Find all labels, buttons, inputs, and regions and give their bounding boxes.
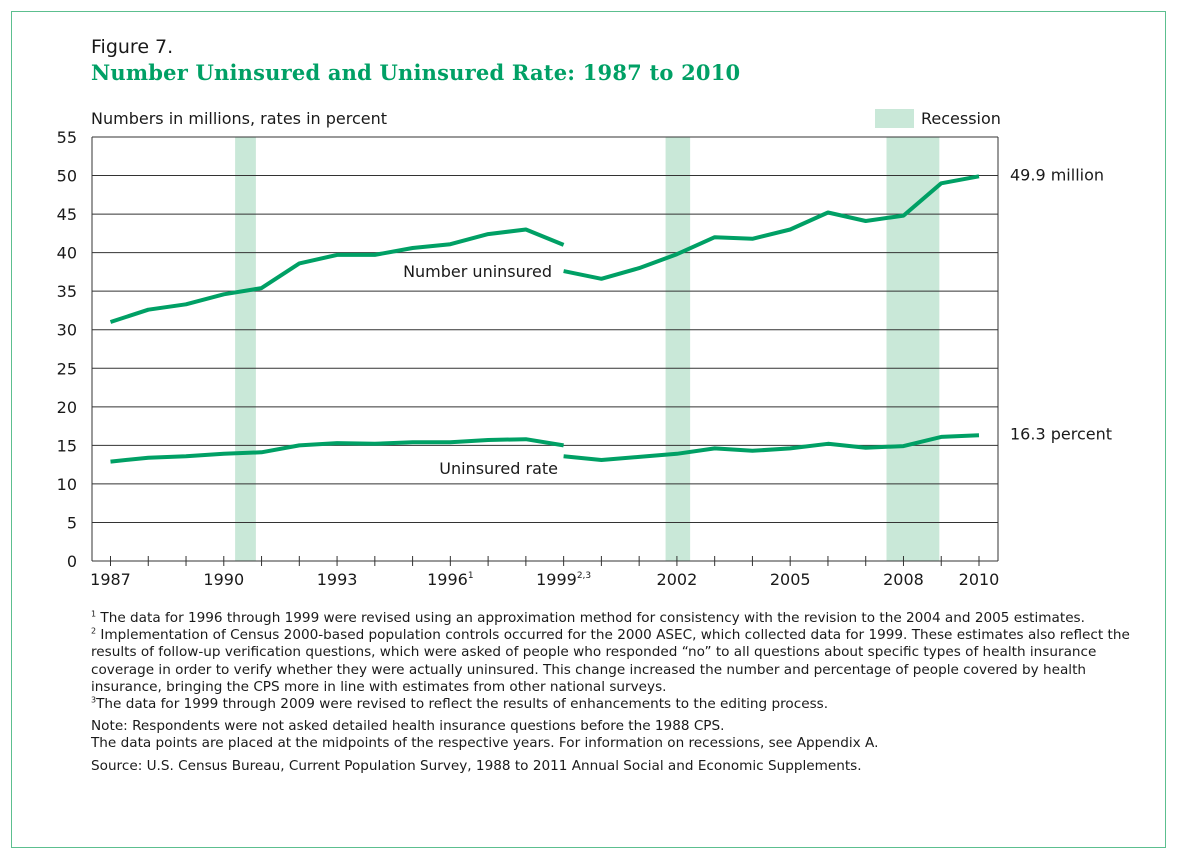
uninsured-rate-end-label: 16.3 percent <box>1010 424 1112 443</box>
footnotes: 1 The data for 1996 through 1999 were re… <box>91 610 1131 775</box>
y-tick-label: 40 <box>57 244 77 263</box>
recession-band-2 <box>665 137 691 561</box>
legend: Recession <box>875 109 1001 128</box>
number-uninsured-line-segment-2 <box>563 174 980 281</box>
footnote-3: 3The data for 1999 through 2009 were rev… <box>91 696 1131 713</box>
number-uninsured-label: Number uninsured <box>403 262 552 281</box>
legend-label: Recession <box>921 109 1001 128</box>
uninsured-rate-line-segment-2 <box>563 433 980 462</box>
y-tick-label: 15 <box>57 436 77 455</box>
y-tick-label: 30 <box>57 321 77 340</box>
y-tick-label: 20 <box>57 398 77 417</box>
x-tick-label: 19992,3 <box>536 570 591 589</box>
footnote-3-text: The data for 1999 through 2009 were revi… <box>96 696 829 713</box>
y-tick-label: 55 <box>57 128 77 147</box>
recession-band-1 <box>235 137 256 561</box>
footnote-2-mark: 2 <box>91 626 97 636</box>
recession-swatch <box>875 109 914 128</box>
footnote-1-mark: 1 <box>91 609 97 619</box>
x-tick-label: 1993 <box>317 570 358 589</box>
y-tick-label: 25 <box>57 359 77 378</box>
y-tick-label: 35 <box>57 282 77 301</box>
x-tick-label: 2005 <box>770 570 811 589</box>
number-uninsured-end-label: 49.9 million <box>1010 165 1104 184</box>
x-tick-superscript: 1 <box>468 571 474 581</box>
x-tick-label: 2008 <box>883 570 924 589</box>
source-note: Source: U.S. Census Bureau, Current Popu… <box>91 757 862 774</box>
number-uninsured-line-segment-1 <box>109 227 565 324</box>
uninsured-rate-label: Uninsured rate <box>439 459 558 478</box>
note-midpoints: The data points are placed at the midpoi… <box>91 735 879 752</box>
units-label: Numbers in millions, rates in percent <box>91 109 388 128</box>
footnote-1: 1 The data for 1996 through 1999 were re… <box>91 610 1131 627</box>
y-tick-label: 10 <box>57 475 77 494</box>
x-tick-label: 1990 <box>203 570 244 589</box>
note-cps: Note: Respondents were not asked detaile… <box>91 718 725 735</box>
x-tick-label: 19961 <box>427 570 473 589</box>
figure-label: Figure 7. <box>91 36 174 58</box>
x-tick-superscript: 2,3 <box>577 571 591 581</box>
y-tick-label: 0 <box>67 552 77 571</box>
footnote-1-text: The data for 1996 through 1999 were revi… <box>100 610 1085 626</box>
x-tick-label: 1987 <box>90 570 131 589</box>
footnote-2-text: Implementation of Census 2000-based popu… <box>91 627 1130 695</box>
x-tick-label: 2002 <box>657 570 698 589</box>
figure-title: Number Uninsured and Uninsured Rate: 198… <box>91 60 741 85</box>
figure-frame <box>11 11 1166 848</box>
x-tick-label: 2010 <box>959 570 1000 589</box>
footnote-3-mark: 3 <box>91 695 97 705</box>
y-tick-label: 45 <box>57 205 77 224</box>
recession-band-3 <box>886 137 940 561</box>
footnote-2: 2 Implementation of Census 2000-based po… <box>91 627 1131 696</box>
y-tick-label: 5 <box>67 513 77 532</box>
uninsured-rate-line-segment-1 <box>110 437 564 464</box>
y-tick-label: 50 <box>57 167 77 186</box>
